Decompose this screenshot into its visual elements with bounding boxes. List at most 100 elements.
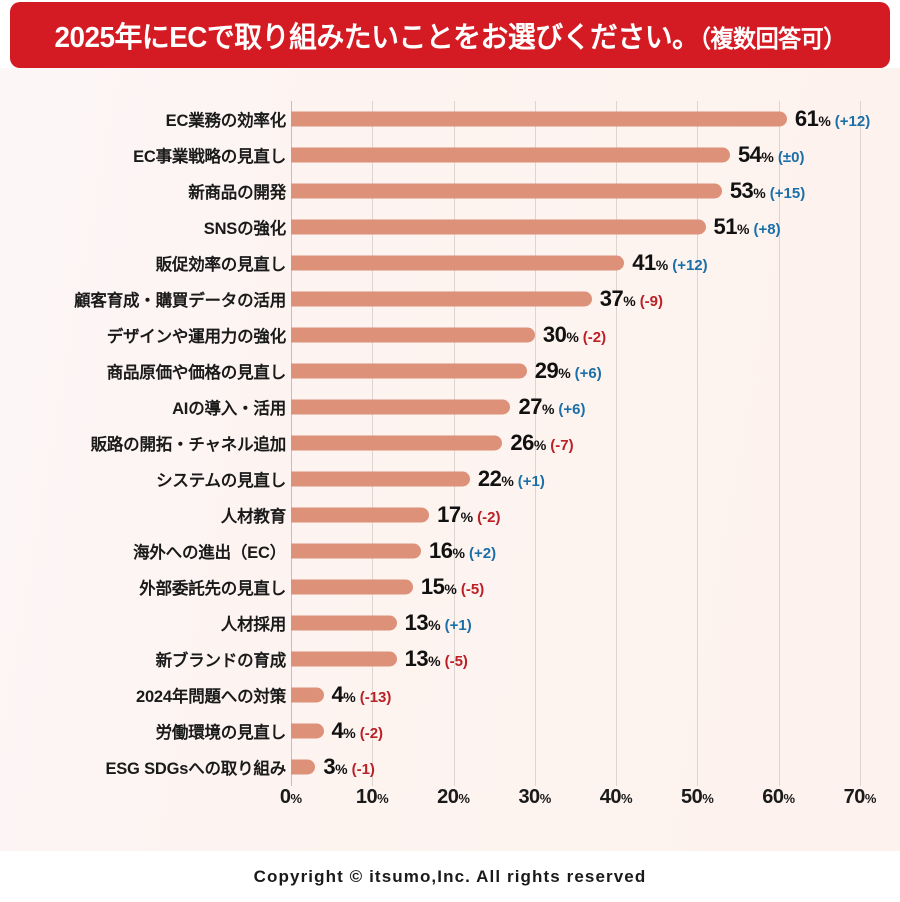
bar-delta-label: (-2) bbox=[477, 509, 501, 526]
chart-row: 販促効率の見直し 41% (+12) bbox=[0, 245, 900, 281]
bar-delta-label: (-5) bbox=[460, 581, 485, 598]
bar-value-number: 37 bbox=[599, 286, 624, 311]
bar-value-label: 53% (+15) bbox=[730, 178, 805, 204]
bar-value-number: 13 bbox=[404, 646, 429, 671]
bar-value-label: 41% (+12) bbox=[632, 250, 707, 276]
x-axis-tick: 0% bbox=[280, 786, 302, 809]
bar bbox=[291, 543, 422, 559]
bar-category-label: システムの見直し bbox=[156, 472, 286, 490]
bar-delta-label: (+2) bbox=[468, 545, 497, 562]
bar-value-label: 15% (-5) bbox=[421, 574, 484, 600]
bar bbox=[291, 723, 324, 739]
bar-value-unit: % bbox=[460, 509, 474, 525]
bar-value-label: 13% (-5) bbox=[405, 646, 468, 672]
bar-value-unit: % bbox=[343, 725, 356, 741]
bar-track bbox=[291, 471, 470, 487]
bar-track bbox=[291, 255, 625, 271]
chart-row: 人材採用 13% (+1) bbox=[0, 605, 900, 641]
chart-row: 外部委託先の見直し 15% (-5) bbox=[0, 569, 900, 605]
bar bbox=[291, 255, 625, 271]
bar-category-label: EC業務の効率化 bbox=[165, 112, 287, 130]
bar-category-label: 販促効率の見直し bbox=[155, 256, 287, 274]
chart-row: 2024年問題への対策 4% (-13) bbox=[0, 677, 900, 713]
bar-delta-label: (-2) bbox=[359, 725, 384, 742]
bar-value-label: 54% (±0) bbox=[738, 142, 805, 168]
bar-value-unit: % bbox=[452, 545, 465, 561]
bar bbox=[291, 147, 730, 163]
bar-delta-label: (+6) bbox=[574, 365, 602, 382]
bar-value-label: 26% (-7) bbox=[510, 430, 573, 456]
chart-row: EC事業戦略の見直し 54% (±0) bbox=[0, 137, 900, 173]
x-axis-tick-unit: % bbox=[377, 791, 389, 806]
bar-track bbox=[291, 759, 316, 775]
bar-value-unit: % bbox=[428, 653, 441, 669]
bar-track bbox=[291, 615, 397, 631]
x-axis-tick-unit: % bbox=[620, 791, 633, 806]
bar-track bbox=[291, 399, 511, 415]
bar-category-label: 2024年問題への対策 bbox=[135, 688, 286, 706]
bar-delta-label: (-5) bbox=[444, 653, 468, 670]
bar-category-label: SNSの強化 bbox=[203, 220, 286, 238]
bar-category-label: デザインや運用力の強化 bbox=[106, 328, 287, 346]
chart-row: AIの導入・活用 27% (+6) bbox=[0, 389, 900, 425]
bar bbox=[291, 435, 503, 451]
bar bbox=[291, 471, 470, 487]
bar-category-label: 商品原価や価格の見直し bbox=[106, 364, 287, 382]
page-title-banner: 2025年にECで取り組みたいことをお選びください。（複数回答可） bbox=[10, 2, 890, 68]
bar bbox=[291, 507, 430, 523]
bar-value-label: 22% (+1) bbox=[478, 466, 545, 492]
bar-value-number: 26 bbox=[510, 430, 534, 455]
bar bbox=[291, 363, 527, 379]
bar-value-unit: % bbox=[444, 581, 457, 597]
bar-value-number: 53 bbox=[729, 178, 754, 203]
bar-delta-label: (-9) bbox=[639, 293, 664, 310]
copyright-text: Copyright © itsumo,Inc. All rights reser… bbox=[253, 866, 647, 886]
x-axis-tick-number: 50 bbox=[681, 786, 703, 808]
x-axis-tick-number: 0 bbox=[279, 786, 291, 808]
bar-value-label: 29% (+6) bbox=[535, 358, 602, 384]
chart-row: 顧客育成・購買データの活用 37% (-9) bbox=[0, 281, 900, 317]
bar-category-label: AIの導入・活用 bbox=[172, 400, 286, 418]
x-axis-tick-unit: % bbox=[783, 791, 796, 806]
bar bbox=[291, 219, 706, 235]
x-axis-tick-unit: % bbox=[864, 791, 877, 806]
chart-row: 海外への進出（EC） 16% (+2) bbox=[0, 533, 900, 569]
bar-category-label: ESG SDGsへの取り組み bbox=[105, 760, 286, 778]
bar-category-label: 労働環境の見直し bbox=[155, 724, 287, 742]
bar bbox=[291, 111, 787, 127]
bar-track bbox=[291, 183, 722, 199]
bar-delta-label: (+12) bbox=[834, 113, 871, 130]
bar-category-label: 人材教育 bbox=[220, 508, 286, 526]
bar-track bbox=[291, 111, 787, 127]
bar-value-number: 51 bbox=[713, 214, 738, 239]
bar-delta-label: (+6) bbox=[558, 401, 586, 418]
bar-category-label: 販路の開拓・チャネル追加 bbox=[90, 436, 287, 454]
bar-track bbox=[291, 507, 430, 523]
bar-track bbox=[291, 327, 535, 343]
bar-track bbox=[291, 147, 730, 163]
bar-value-label: 61% (+12) bbox=[795, 106, 870, 132]
bar-value-label: 3% (-1) bbox=[323, 754, 375, 780]
x-axis-tick-unit: % bbox=[702, 791, 714, 806]
bar-track bbox=[291, 687, 324, 703]
bar-value-number: 30 bbox=[542, 322, 567, 347]
x-axis-tick: 70% bbox=[844, 786, 877, 809]
bar-value-unit: % bbox=[343, 689, 356, 705]
bar bbox=[291, 579, 413, 595]
bar-category-label: 顧客育成・購買データの活用 bbox=[74, 292, 286, 310]
bar-value-number: 13 bbox=[404, 610, 429, 635]
chart-row: デザインや運用力の強化 30% (-2) bbox=[0, 317, 900, 353]
bar-category-label: 外部委託先の見直し bbox=[139, 580, 286, 598]
bar-value-unit: % bbox=[558, 365, 571, 381]
x-axis-tick: 10% bbox=[356, 786, 389, 809]
page-title: 2025年にECで取り組みたいことをお選びください。（複数回答可） bbox=[54, 14, 846, 56]
x-axis-tick-number: 40 bbox=[599, 786, 622, 808]
bar bbox=[291, 759, 316, 775]
x-axis-tick: 30% bbox=[518, 786, 551, 809]
chart-row: 新商品の開発 53% (+15) bbox=[0, 173, 900, 209]
chart-row: 販路の開拓・チャネル追加 26% (-7) bbox=[0, 425, 900, 461]
chart-row: ESG SDGsへの取り組み 3% (-1) bbox=[0, 749, 900, 785]
bar bbox=[291, 327, 535, 343]
bar-value-number: 61 bbox=[794, 106, 819, 131]
bar-track bbox=[291, 651, 397, 667]
